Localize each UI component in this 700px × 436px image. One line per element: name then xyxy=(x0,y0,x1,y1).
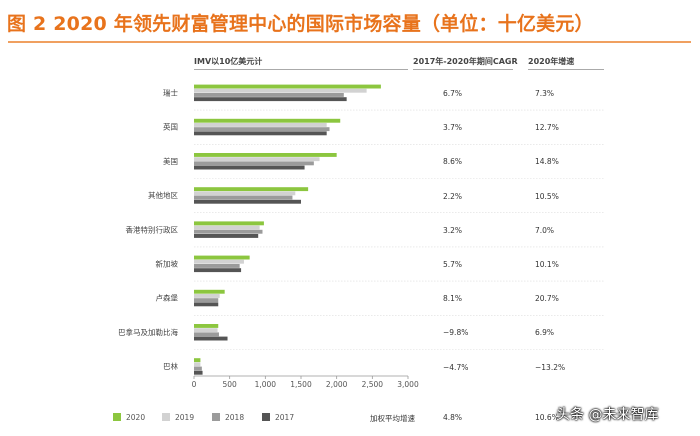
legend-swatch-2017 xyxy=(262,413,270,421)
bar-2017 xyxy=(194,370,203,375)
bar-2017 xyxy=(194,131,327,136)
bar-2020 xyxy=(194,358,201,363)
category-label: 巴拿马及加勒比海 xyxy=(118,327,178,337)
growth-value: 10.1% xyxy=(535,260,559,269)
bar-2020 xyxy=(194,84,381,89)
watermark: 头条 @未来智库 xyxy=(556,407,659,423)
category-label: 美国 xyxy=(163,156,178,166)
x-tick-label: 2,000 xyxy=(326,380,348,389)
growth-header-rule xyxy=(528,69,604,70)
bar-2019 xyxy=(194,123,327,127)
growth-value: 6.9% xyxy=(535,328,555,338)
weighted-growth: 10.6% xyxy=(535,413,559,422)
bar-2018 xyxy=(194,127,330,132)
cagr-value: −9.8% xyxy=(443,328,469,338)
bar-2019 xyxy=(194,362,201,367)
cagr-value: 3.7% xyxy=(443,123,463,133)
legend-label-2017: 2017 xyxy=(275,413,295,422)
growth-value: 10.5% xyxy=(535,191,559,201)
growth-header: 2020年增速 xyxy=(528,57,575,66)
bar-2020 xyxy=(194,255,250,260)
cagr-header: 2017年-2020年期间CAGR xyxy=(413,57,518,66)
chart-title: 图 2 2020 年领先财富管理中心的国际市场容量（单位：十亿美元） xyxy=(7,13,594,35)
bar-2018 xyxy=(194,195,293,200)
category-label: 巴林 xyxy=(163,361,178,371)
bar-2019 xyxy=(194,294,220,298)
category-label: 英国 xyxy=(163,122,178,132)
growth-value: −13.2% xyxy=(535,362,566,372)
bar-2017 xyxy=(194,97,347,102)
bar-2018 xyxy=(194,264,240,268)
bar-2018 xyxy=(194,332,219,337)
bar-2017 xyxy=(194,199,301,204)
bar-2018 xyxy=(194,93,344,97)
bar-2019 xyxy=(194,328,218,333)
x-tick-label: 1,000 xyxy=(255,380,277,389)
x-tick-label: 500 xyxy=(223,380,238,389)
cagr-header-rule xyxy=(413,69,513,70)
bar-2017 xyxy=(194,336,228,341)
legend-swatch-2020 xyxy=(113,413,121,421)
growth-value: 7.0% xyxy=(535,225,555,235)
category-label: 瑞士 xyxy=(163,88,178,98)
x-tick-label: 2,500 xyxy=(362,380,384,389)
bar-2019 xyxy=(194,259,244,264)
bar-2019 xyxy=(194,157,320,162)
cagr-value: 2.2% xyxy=(443,191,463,201)
weighted-cagr: 4.8% xyxy=(443,413,463,422)
category-label: 卢森堡 xyxy=(156,293,179,303)
bar-2019 xyxy=(194,88,367,93)
bar-2018 xyxy=(194,366,202,371)
bar-2020 xyxy=(194,289,225,294)
growth-value: 20.7% xyxy=(535,294,559,304)
x-tick-label: 3,000 xyxy=(397,380,419,389)
legend-label-2018: 2018 xyxy=(225,413,245,422)
growth-value: 12.7% xyxy=(535,123,559,133)
category-label: 其他地区 xyxy=(148,190,178,200)
bar-2018 xyxy=(194,298,219,303)
legend-swatch-2019 xyxy=(162,413,170,421)
legend-swatch-2018 xyxy=(212,413,220,421)
weighted-growth-label: 加权平均增速 xyxy=(370,414,415,423)
chart-header-rule xyxy=(194,69,408,70)
bar-2018 xyxy=(194,161,314,166)
bar-2020 xyxy=(194,153,337,157)
x-tick-label: 1,500 xyxy=(290,380,312,389)
cagr-value: −4.7% xyxy=(443,362,469,372)
bar-2019 xyxy=(194,225,260,230)
bar-2020 xyxy=(194,324,219,328)
cagr-value: 8.6% xyxy=(443,157,463,167)
legend-label-2019: 2019 xyxy=(175,413,195,422)
x-tick-label: 0 xyxy=(192,380,197,389)
cagr-value: 3.2% xyxy=(443,225,463,235)
category-label: 香港特别行政区 xyxy=(126,224,179,234)
growth-value: 7.3% xyxy=(535,89,555,98)
chart-header: IMV以10亿美元计 xyxy=(194,57,263,66)
category-label: 新加坡 xyxy=(156,259,179,269)
bar-2017 xyxy=(194,302,219,307)
bar-2017 xyxy=(194,268,242,273)
bar-2017 xyxy=(194,165,305,170)
legend-label-2020: 2020 xyxy=(126,413,146,422)
cagr-value: 5.7% xyxy=(443,260,463,269)
bar-2018 xyxy=(194,229,263,234)
bar-2020 xyxy=(194,118,341,123)
title-underline xyxy=(8,41,691,43)
bar-2020 xyxy=(194,187,309,192)
bar-2019 xyxy=(194,191,296,196)
growth-value: 14.8% xyxy=(535,157,559,167)
cagr-value: 8.1% xyxy=(443,294,463,304)
cagr-value: 6.7% xyxy=(443,89,463,98)
bar-2020 xyxy=(194,221,264,226)
bar-2017 xyxy=(194,234,259,238)
